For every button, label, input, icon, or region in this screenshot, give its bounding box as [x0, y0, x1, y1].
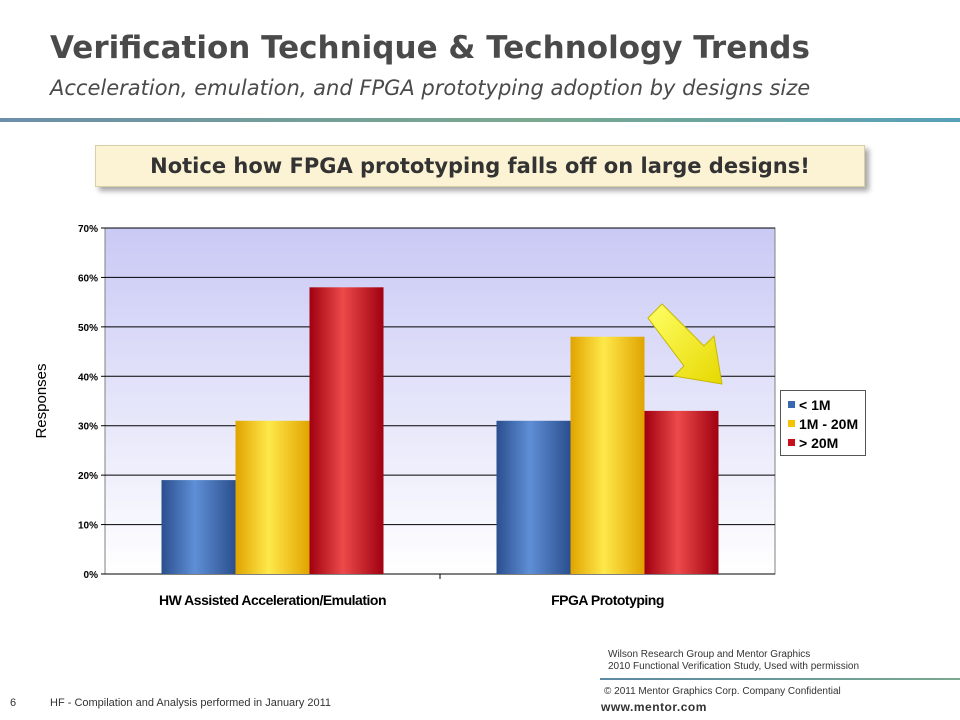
- copyright-text: © 2011 Mentor Graphics Corp. Company Con…: [604, 686, 841, 697]
- bar: [161, 480, 236, 574]
- bar: [309, 287, 384, 574]
- y-tick-label: 0%: [84, 570, 99, 581]
- chart-legend: < 1M 1M - 20M > 20M: [780, 390, 866, 456]
- callout-text: Notice how FPGA prototyping falls off on…: [150, 154, 810, 178]
- y-tick-label: 10%: [78, 521, 98, 532]
- source-line: 2010 Functional Verification Study, Used…: [608, 661, 860, 672]
- company-url: www.mentor.com: [601, 700, 707, 714]
- slide-subtitle: Acceleration, emulation, and FPGA protot…: [50, 76, 811, 100]
- y-tick-label: 70%: [78, 224, 98, 235]
- y-tick-label: 50%: [78, 323, 98, 334]
- y-axis-label: Responses: [33, 363, 50, 438]
- x-category-label: HW Assisted Acceleration/Emulation: [159, 592, 386, 608]
- annotation-arrow: [647, 303, 723, 385]
- bar: [235, 420, 310, 574]
- legend-item: > 20M: [788, 433, 865, 452]
- bar: [644, 410, 719, 574]
- page-number: 6: [10, 697, 17, 709]
- x-category-label: FPGA Prototyping: [551, 592, 664, 608]
- header-divider: [0, 118, 960, 122]
- x-axis-categories: HW Assisted Acceleration/Emulation FPGA P…: [159, 574, 664, 608]
- legend-swatch: [788, 420, 795, 427]
- footer-note: HF - Compilation and Analysis performed …: [50, 697, 332, 709]
- y-tick-label: 60%: [78, 273, 98, 284]
- legend-label: < 1M: [799, 396, 831, 413]
- y-tick-label: 30%: [78, 422, 98, 433]
- bar-chart: 0% 10% 20% 30% 40% 50% 60% 70% HW Assisted Acce…: [33, 224, 776, 608]
- legend-item: < 1M: [788, 395, 865, 414]
- bar: [570, 336, 645, 574]
- legend-item: 1M - 20M: [788, 414, 865, 433]
- legend-label: 1M - 20M: [799, 415, 859, 432]
- bars: [161, 287, 719, 574]
- bar: [496, 420, 571, 574]
- legend-swatch: [788, 401, 795, 408]
- y-axis-ticks: 0% 10% 20% 30% 40% 50% 60% 70%: [78, 224, 105, 581]
- y-tick-label: 20%: [78, 471, 98, 482]
- y-tick-label: 40%: [78, 372, 98, 383]
- slide-title: Verification Technique & Technology Tren…: [50, 30, 810, 66]
- callout-box: Notice how FPGA prototyping falls off on…: [95, 145, 865, 187]
- legend-label: > 20M: [799, 434, 839, 451]
- source-line: Wilson Research Group and Mentor Graphic…: [608, 649, 811, 660]
- source-note: Wilson Research Group and Mentor Graphic…: [608, 649, 859, 673]
- footer-divider: [600, 678, 960, 680]
- legend-swatch: [788, 439, 795, 446]
